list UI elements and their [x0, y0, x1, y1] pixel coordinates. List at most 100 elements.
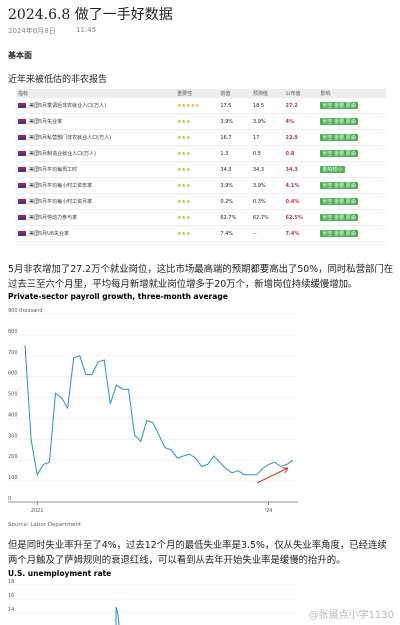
y-tick-label: 100: [8, 475, 18, 481]
cell-text: 美国5月平均每周工时: [29, 167, 78, 173]
cell-text: 17: [252, 134, 260, 141]
table-cell: 美国5月季调后非农就业人口(万人): [16, 98, 176, 114]
cell-text: 0.8: [285, 150, 295, 157]
line-fragment: [115, 606, 120, 625]
cell-text: 3.9%: [252, 182, 266, 189]
section-heading: 基本面: [8, 51, 32, 60]
table-cell: 62.7%: [218, 209, 251, 226]
table-cell: 利空 金银 原油: [318, 98, 386, 114]
table-cell: 利空 金银 原油: [318, 129, 386, 146]
table-cell: 利空 金银 原油: [318, 209, 386, 226]
table: 指标 重要性 前值 预测值 公布值 影响 美国5月季调后非农就业人口(万人) ★★★★★ 17.…: [16, 89, 386, 242]
cell-text: 美国5月失业率: [29, 119, 63, 125]
cell-text: ★★★: [177, 198, 191, 205]
table-cell: 22.9: [283, 129, 319, 146]
table-cell: 0.3%: [250, 193, 284, 210]
cell-text: 1.3: [220, 150, 229, 157]
table-cell: 18.5: [250, 98, 284, 114]
y-tick-label: 300: [8, 433, 18, 439]
table-cell: 16.7: [218, 129, 251, 146]
table-cell: 3.9%: [218, 113, 251, 130]
y-tick-label: 600: [8, 371, 18, 377]
cell-text: ★★★: [177, 118, 191, 125]
flag-icon: [18, 103, 26, 108]
table-cell: 27.2: [283, 98, 319, 114]
annotation-arrow: [256, 467, 289, 484]
flag-icon: [18, 215, 26, 220]
table-row: 美国5月制造业就业人口(万人) ★★★ 1.3 0.5 0.8 利空 金银 原油: [16, 145, 386, 162]
y-tick-label: 200: [8, 454, 18, 460]
cell-text: 美国5月劳动力参与率: [29, 215, 78, 221]
cell-text: 0.4%: [285, 198, 300, 205]
y-tick-label: 800: [8, 329, 18, 335]
table-cell: ★★★: [175, 161, 219, 178]
table-cell: 0.5: [250, 145, 284, 162]
table-cell: --: [250, 225, 284, 242]
table-cell: 7.4%: [218, 225, 251, 242]
table-cell: 美国5月平均每小时工资月率: [16, 193, 176, 210]
table-cell: 美国5月劳动力参与率: [16, 209, 176, 226]
y-tick-label: 16: [8, 593, 14, 599]
table-cell: 影响较小: [318, 161, 386, 178]
table-cell: 3.9%: [218, 177, 251, 194]
flag-icon: [18, 167, 26, 172]
chart: Private-sector payroll growth, three-mon…: [8, 292, 298, 528]
y-tick-label: 0: [8, 496, 11, 502]
table-title: 近年来被低估的非农报告: [8, 75, 108, 85]
x-tick-label: '24: [265, 508, 273, 514]
flag-icon: [18, 199, 26, 204]
table-cell: 4.1%: [283, 177, 319, 194]
table-cell: 0.8: [283, 145, 319, 162]
chart-title: Private-sector payroll growth, three-mon…: [8, 292, 228, 301]
date: 2024年6月8日: [8, 27, 56, 35]
cell-text: 27.2: [285, 102, 298, 109]
cell-text: 34.3: [285, 166, 298, 173]
table-cell: ★★★: [175, 129, 219, 146]
cell-text: 3.9%: [220, 182, 234, 189]
tag: 利空 金银 原油: [320, 118, 358, 125]
tag: 利空 金银 原油: [320, 182, 358, 189]
column-header: 预测值: [250, 89, 284, 98]
table-cell: 美国5月失业率: [16, 113, 176, 130]
flag-icon: [18, 183, 26, 188]
table-row: 美国5月平均每小时工资月率 ★★★ 0.2% 0.3% 0.4% 利空 金银 原油: [16, 193, 386, 210]
y-tick-label: 14: [8, 607, 14, 613]
cell-text: 18.5: [252, 102, 265, 109]
cell-text: ★★★: [177, 182, 191, 189]
cell-text: 34.3: [252, 166, 265, 173]
source: Source: Labor Department: [8, 522, 82, 528]
table-cell: 3.9%: [250, 113, 284, 130]
cell-text: 7.4%: [285, 230, 300, 237]
flag-icon: [18, 135, 26, 140]
table-cell: ★★★: [175, 193, 219, 210]
table-cell: 美国5月私营部门非农就业人口(万人): [16, 129, 176, 146]
table-cell: ★★★: [175, 177, 219, 194]
cell-text: 0.5: [252, 150, 261, 157]
y-tick-label: 500: [8, 392, 18, 398]
line: [24, 345, 294, 477]
cell-text: 62.7%: [252, 214, 269, 221]
cell-text: 22.9: [285, 134, 298, 141]
table-cell: ★★★: [175, 113, 219, 130]
table-cell: 7.4%: [283, 225, 319, 242]
cell-text: ★★★★★: [177, 102, 200, 109]
table-cell: 62.7%: [250, 209, 284, 226]
tag: 利空 金银 原油: [320, 134, 358, 141]
table-cell: 利空 金银 原油: [318, 225, 386, 242]
tag: 利空 金银 原油: [320, 198, 358, 205]
table-row: 美国5月失业率 ★★★ 3.9% 3.9% 4% 利空 金银 原油: [16, 113, 386, 130]
table-cell: 34.3: [218, 161, 251, 178]
table-cell: 美国5月平均每小时工资年率: [16, 177, 176, 194]
table-cell: 0.2%: [218, 193, 251, 210]
y-tick-label: 900 thousand: [8, 308, 43, 314]
watermark: @张晨点小学1130: [308, 610, 394, 621]
table-cell: 17.5: [218, 98, 251, 114]
x-tick-label: 2021: [31, 508, 44, 514]
cell-text: ★★★: [177, 214, 191, 221]
table-row: 美国5月私营部门非农就业人口(万人) ★★★ 16.7 17 22.9 利空 金银 原油: [16, 129, 386, 146]
article-title: 2024.6.8 做了一手好数据: [8, 7, 173, 23]
cell-text: 62.5%: [285, 214, 303, 221]
column-header: 重要性: [175, 89, 219, 98]
column-header: 前值: [218, 89, 251, 98]
